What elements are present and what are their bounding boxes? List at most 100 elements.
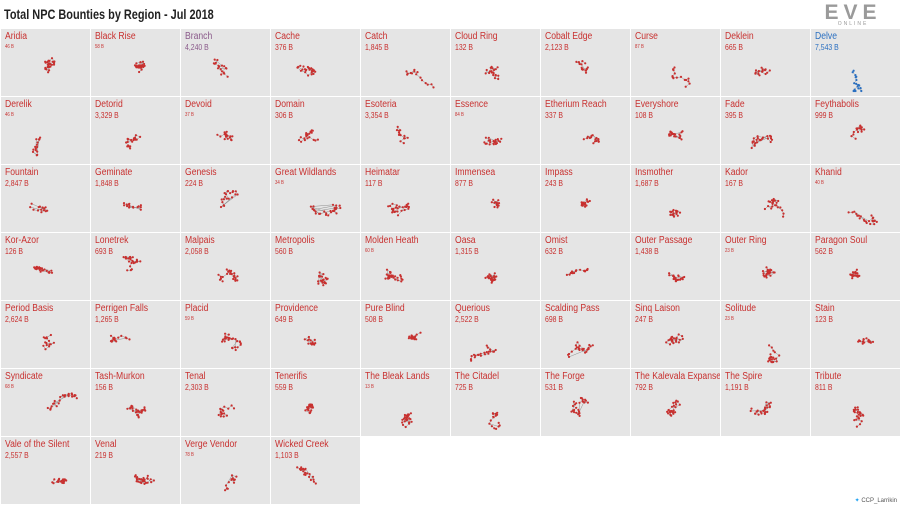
map-system-dot (231, 347, 234, 350)
map-system-dot (324, 213, 328, 216)
map-system-dot (754, 142, 757, 145)
region-name: Stain (815, 303, 835, 314)
map-system-dot (40, 208, 43, 211)
region-bounty-value: 649 B (275, 315, 293, 324)
map-system-dot (584, 201, 587, 204)
map-system-dot (387, 205, 390, 208)
region-tile: Omist 632 B (541, 233, 630, 300)
region-map (304, 403, 314, 415)
region-name: Malpais (185, 235, 215, 246)
map-system-dot (36, 145, 39, 149)
region-bounty-value: 811 B (815, 383, 833, 392)
region-tile: Devoid 37 B (181, 97, 270, 164)
map-system-dot (675, 76, 678, 79)
region-map (44, 57, 56, 74)
map-system-dot (45, 344, 48, 347)
map-system-dot (396, 210, 399, 213)
map-system-dot (134, 261, 137, 264)
header: Total NPC Bounties by Region - Jul 2018 … (0, 0, 900, 28)
region-map (122, 255, 142, 272)
map-system-dot (676, 278, 679, 281)
region-tile: Wicked Creek 1,103 B (271, 437, 360, 504)
region-bounty-value: 2,522 B (455, 315, 479, 324)
map-system-dot (398, 133, 401, 136)
map-system-dot (419, 76, 422, 79)
map-system-dot (120, 334, 123, 337)
map-system-dot (570, 410, 573, 413)
map-system-dot (761, 270, 765, 273)
map-system-dot (674, 401, 677, 404)
map-system-dot (677, 333, 680, 336)
map-system-dot (873, 223, 876, 226)
map-system-dot (144, 481, 148, 484)
map-system-dot (46, 60, 49, 64)
map-system-dot (687, 77, 690, 80)
map-system-dot (48, 63, 52, 66)
map-system-dot (109, 340, 113, 343)
region-name: Great Wildlands (275, 167, 337, 178)
map-system-dot (71, 395, 74, 398)
map-system-dot (401, 418, 404, 421)
region-map (754, 66, 771, 77)
map-system-dot (588, 199, 591, 203)
map-system-dot (851, 277, 854, 280)
map-system-dot (580, 63, 583, 66)
map-system-dot (310, 71, 313, 74)
map-system-dot (236, 340, 239, 343)
map-system-dot (134, 474, 137, 477)
map-system-dot (869, 222, 872, 226)
map-system-dot (490, 70, 493, 73)
map-system-dot (306, 472, 309, 475)
region-map (763, 197, 785, 218)
map-system-dot (405, 205, 408, 209)
region-tile: Deklein 665 B (721, 29, 810, 96)
region-name: Molden Heath (365, 235, 419, 246)
region-bounty-value: 3,329 B (95, 111, 119, 120)
map-system-dot (37, 206, 40, 209)
map-system-dot (217, 64, 220, 67)
map-system-dot (400, 209, 403, 212)
map-system-dot (32, 208, 35, 211)
map-system-dot (767, 200, 770, 203)
map-system-dot (135, 258, 138, 261)
region-bounty-value: 1,191 B (725, 383, 749, 392)
region-tile: Esoteria 3,354 B (361, 97, 450, 164)
map-system-dot (131, 409, 134, 412)
map-system-dot (327, 214, 330, 217)
map-system-dot (858, 84, 861, 87)
map-system-dot (766, 71, 769, 74)
map-system-dot (855, 127, 858, 130)
map-system-dot (408, 335, 411, 338)
map-system-dot (567, 355, 571, 358)
map-system-dot (403, 208, 406, 212)
region-tile: The Citadel 725 B (451, 369, 540, 436)
map-system-dot (469, 358, 473, 361)
map-system-dot (394, 275, 397, 278)
map-gate-link (231, 340, 238, 349)
map-system-dot (219, 68, 222, 71)
map-system-dot (749, 409, 752, 413)
map-system-dot (125, 203, 128, 206)
map-system-dot (304, 467, 307, 470)
map-system-dot (52, 341, 56, 344)
map-system-dot (578, 348, 581, 352)
region-name: Tenal (185, 371, 206, 382)
map-system-dot (216, 133, 219, 136)
map-system-dot (479, 352, 482, 355)
map-system-dot (310, 73, 313, 76)
map-system-dot (769, 401, 772, 404)
region-map (297, 129, 319, 143)
map-system-dot (766, 406, 769, 409)
map-system-dot (856, 406, 859, 409)
map-system-dot (860, 130, 863, 133)
map-system-dot (126, 269, 129, 272)
region-name: Fade (725, 99, 745, 110)
map-gate-link (225, 475, 233, 486)
map-system-dot (488, 71, 491, 75)
region-tile: Tash-Murkon 156 B (91, 369, 180, 436)
map-gate-link (214, 59, 223, 66)
map-system-dot (225, 487, 228, 490)
map-system-dot (234, 279, 237, 282)
region-name: Deklein (725, 31, 754, 42)
map-system-dot (299, 468, 302, 471)
